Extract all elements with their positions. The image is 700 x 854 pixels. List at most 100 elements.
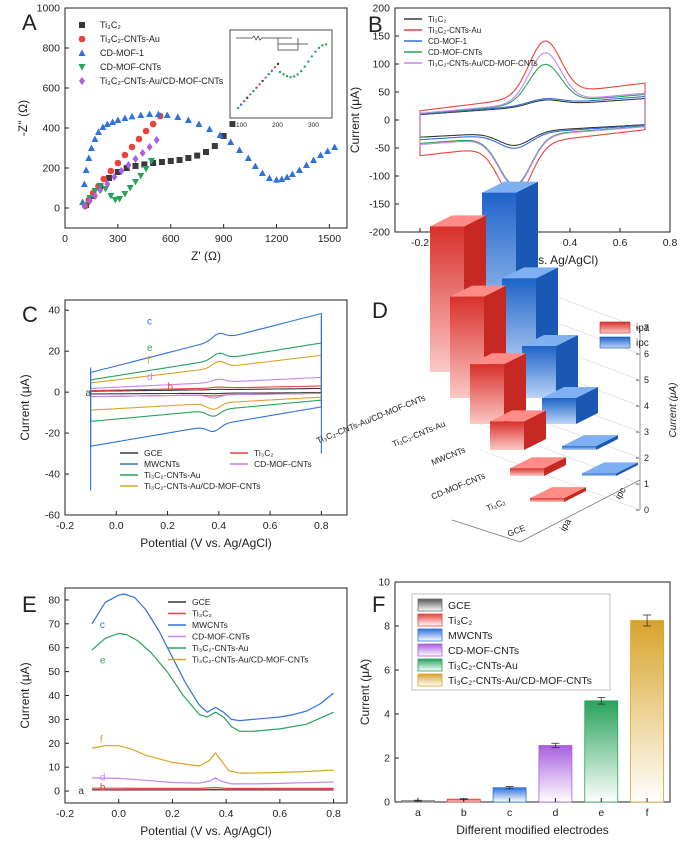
y-tick-label: 20: [48, 346, 60, 358]
legend-box: [411, 593, 611, 691]
data-point: [288, 170, 296, 177]
panel-letter-a: A: [22, 10, 37, 35]
bar-side: [544, 457, 566, 476]
bar-front: [490, 421, 524, 450]
data-point: [258, 169, 266, 176]
bar: [630, 620, 664, 803]
dpv-curve: [91, 777, 334, 785]
plot-frame: [64, 299, 348, 516]
y-tick-label: -200: [369, 227, 390, 239]
panel-f-bar-chart: 0 2 4 6 8 10 Current (μA) Different modified el…: [358, 577, 671, 837]
panel-c-cv-plot: -0.2 0.0 0.2 0.4 0.6 0.8 -60 -40 -20 0 20 40 Potenti…: [18, 299, 348, 550]
z-tick-label: 5: [644, 375, 649, 385]
floor-edge: [519, 479, 641, 543]
inset-point: [270, 69, 274, 72]
z-tick-label: 3: [644, 427, 649, 437]
y-tick-label: 2: [384, 753, 390, 765]
y-tick-label: 800: [42, 43, 60, 55]
y-tick-label: -50: [375, 143, 390, 155]
cv-curve: [419, 52, 646, 187]
legend-label: Ti₃C₂-CNTs-Au/CD-MOF-CNTs: [428, 59, 538, 68]
bar-front: [510, 468, 544, 476]
series-axis-label: ipc: [613, 485, 629, 501]
legend-label: Ti₃C₂-CNTs-Au: [192, 643, 249, 653]
data-point: [317, 151, 325, 158]
data-point: [194, 152, 201, 159]
data-point: [149, 120, 157, 128]
legend-swatch: [599, 336, 631, 349]
x-tick-label: 0.8: [314, 520, 329, 532]
data-point: [283, 173, 291, 180]
panel-letter-e: E: [22, 592, 37, 617]
data-point: [111, 197, 119, 204]
data-point: [154, 110, 162, 117]
z-tick-label: 2: [644, 453, 649, 463]
z-tick-label: 4: [644, 401, 649, 411]
dpv-curve: [91, 632, 334, 732]
x-tick-label: d: [552, 807, 558, 819]
legend-label: CD-MOF-CNTs: [448, 645, 519, 657]
category-label: Ti₃C₂-CNTs-Au: [391, 418, 447, 449]
inset-point: [246, 96, 249, 100]
y-tick-label: 4: [384, 709, 390, 721]
inset-point: [252, 89, 255, 93]
z-axis-label: Current (μA): [668, 383, 679, 438]
data-point: [244, 154, 252, 161]
category-label: GCE: [506, 522, 527, 538]
y-tick-label: 1000: [37, 3, 61, 15]
curve-letter: a: [78, 786, 84, 797]
legend-marker: [78, 64, 86, 71]
data-point: [97, 186, 104, 194]
data-point: [86, 197, 93, 205]
cv-curve: [419, 40, 646, 199]
legend-label: CD-MOF-1: [100, 48, 144, 58]
inset-point: [264, 76, 267, 79]
x-tick-label: 0.8: [326, 808, 341, 820]
y-tick-label: 0: [54, 203, 60, 215]
data-point: [99, 123, 107, 130]
bar: [538, 745, 573, 803]
data-point: [139, 149, 146, 157]
data-point: [109, 118, 117, 125]
bar-front: [582, 473, 616, 476]
legend-label: MWCNTs: [144, 459, 180, 469]
x-tick-label: 600: [162, 233, 180, 245]
y-tick-label: 10: [48, 762, 60, 774]
data-point: [132, 155, 139, 163]
inset-point: [310, 55, 314, 58]
y-tick-label: -150: [369, 199, 390, 211]
data-point: [118, 167, 125, 175]
x-axis-label: Potential (V vs. Ag/AgCl): [140, 536, 271, 550]
y-tick-label: 30: [48, 714, 60, 726]
inset-frame: [229, 29, 333, 119]
y-tick-label: 50: [48, 666, 60, 678]
data-point: [80, 180, 88, 187]
data-point: [206, 125, 214, 132]
y-axis-label: Current (μA): [18, 374, 32, 440]
curve-letter: e: [100, 656, 106, 667]
bar-side: [524, 410, 546, 450]
panel-letter-b: B: [368, 12, 383, 37]
data-point: [227, 138, 235, 145]
bar-top: [470, 353, 526, 365]
legend-swatch: [417, 598, 443, 612]
x-tick-label: 1500: [318, 233, 342, 245]
data-point: [121, 191, 129, 198]
bar-side: [564, 487, 586, 502]
dpv-curve: [91, 593, 334, 722]
bar-top: [542, 387, 598, 398]
data-point: [116, 196, 124, 203]
dpv-curve: [91, 786, 334, 789]
y-tick-label: 40: [48, 305, 60, 317]
data-point: [158, 159, 165, 165]
legend-label: Ti₃C₂: [428, 15, 447, 24]
data-point: [147, 158, 155, 165]
legend-swatch: [417, 628, 443, 642]
x-tick-label: 0.8: [663, 237, 678, 249]
x-tick-label: a: [415, 807, 421, 819]
bar-top: [482, 181, 538, 193]
data-point: [94, 128, 102, 135]
legend-label: GCE: [144, 448, 163, 458]
x-tick-label: 0.4: [212, 520, 227, 532]
data-point: [324, 147, 332, 154]
